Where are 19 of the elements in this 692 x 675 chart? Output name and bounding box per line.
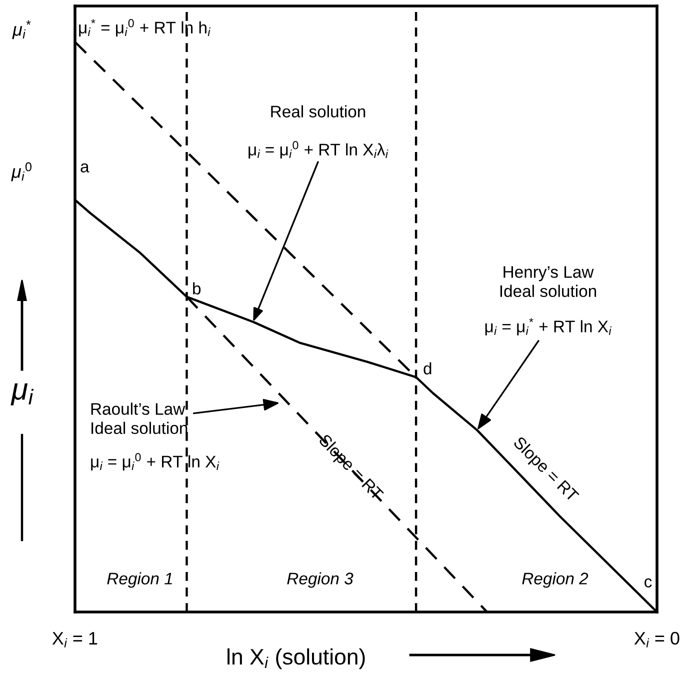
annotation: μ$_{i}$$^{*}$ xyxy=(12,20,31,40)
annotation: μ$_{i}$ = μ$_{i}$$^{*}$ + RT ln X$_{i}$ xyxy=(485,318,612,336)
x-axis-title: ln X$_{i}$ (solution) xyxy=(228,648,365,670)
annotation: Henry’s Law Ideal solution xyxy=(500,266,596,298)
x-tick-label: X$_{i}$ = 1 xyxy=(52,632,98,648)
annotation: d xyxy=(424,362,432,374)
annotation: c xyxy=(644,578,652,588)
annotation: Region 1 xyxy=(107,572,172,588)
y-axis-title: μ$_{i}$ xyxy=(10,383,34,406)
text: μ$_{i}$ = μ$_{i}$$^{0}$ + RT ln X$_{i}$λ$_{i}$ xyxy=(248,141,388,159)
annotation: Region 3 xyxy=(287,572,354,588)
annotation: Raoult’s Law Ideal solution xyxy=(91,402,188,434)
annotation: Real solution xyxy=(271,105,366,118)
annotation: μ$_{i}$$^{0}$ xyxy=(11,162,32,182)
annotation: b xyxy=(193,282,201,294)
annotation: a xyxy=(80,163,90,172)
annotation: μ$_{i}$ = μ$_{i}$$^{0}$ + RT ln X$_{i}$ xyxy=(91,453,220,471)
annotation: Region 2 xyxy=(522,572,588,588)
x-tick-label: X$_{i}$ = 0 xyxy=(634,632,680,648)
